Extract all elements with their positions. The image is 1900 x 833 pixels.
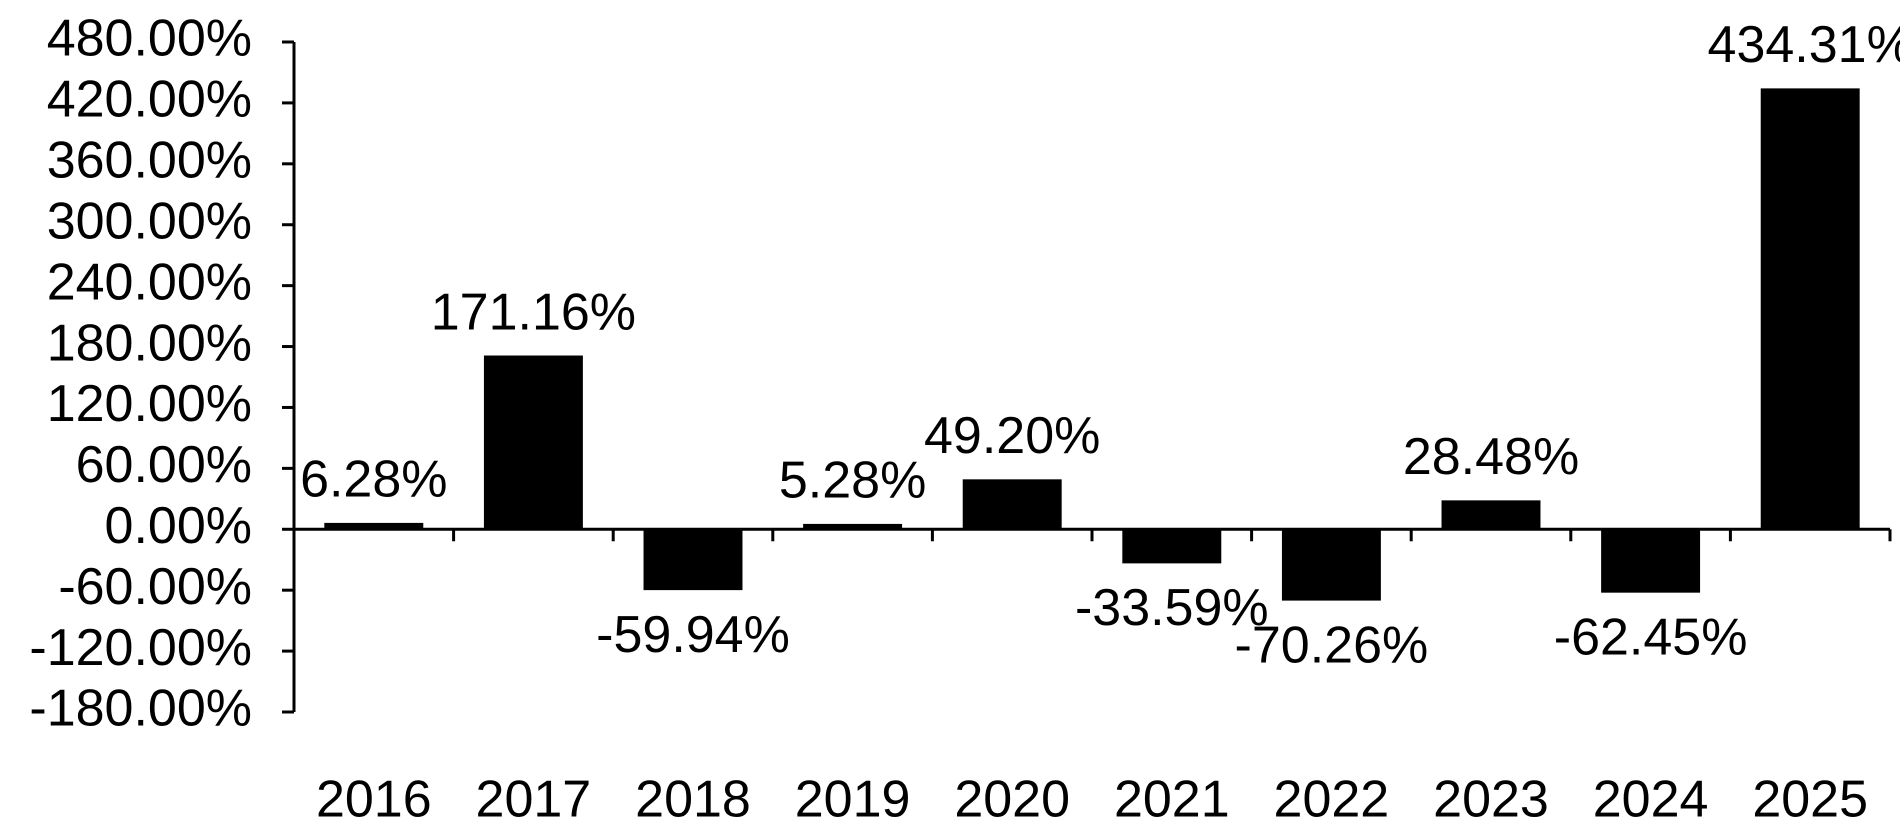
y-tick-label: -60.00%: [58, 558, 252, 616]
y-tick-label: 0.00%: [105, 497, 252, 555]
bar: [483, 355, 583, 530]
x-tick-label: 2020: [954, 771, 1070, 829]
value-label: 434.31%: [1708, 16, 1900, 74]
bar: [962, 479, 1062, 530]
x-tick-label: 2022: [1274, 771, 1390, 829]
bar: [1760, 88, 1860, 530]
x-tick-label: 2016: [316, 771, 432, 829]
value-label: 49.20%: [924, 407, 1100, 465]
value-label: 171.16%: [431, 283, 636, 341]
y-tick-label: 480.00%: [47, 10, 252, 68]
value-label: 28.48%: [1403, 428, 1579, 486]
value-label: -59.94%: [596, 606, 790, 664]
y-tick-label: 300.00%: [47, 192, 252, 250]
bar: [1601, 529, 1701, 593]
value-label: -70.26%: [1235, 616, 1429, 674]
y-tick-label: 360.00%: [47, 132, 252, 190]
x-tick-label: 2019: [795, 771, 911, 829]
value-label: -33.59%: [1075, 579, 1269, 637]
value-label: -62.45%: [1554, 608, 1748, 666]
bar: [324, 522, 424, 530]
y-tick-label: 120.00%: [47, 375, 252, 433]
x-tick-label: 2025: [1752, 771, 1868, 829]
y-tick-label: 240.00%: [47, 253, 252, 311]
y-tick-label: 60.00%: [76, 436, 252, 494]
x-tick-label: 2024: [1593, 771, 1709, 829]
y-tick-label: 420.00%: [47, 71, 252, 129]
x-tick-label: 2017: [476, 771, 592, 829]
bar: [1441, 500, 1541, 530]
x-tick-label: 2023: [1433, 771, 1549, 829]
bar: [643, 529, 743, 591]
bar: [803, 523, 903, 530]
value-label: 5.28%: [779, 452, 926, 510]
bar: [1281, 529, 1381, 601]
bar: [1122, 529, 1222, 564]
value-label: 6.28%: [300, 451, 447, 509]
x-tick-label: 2018: [635, 771, 751, 829]
y-tick-label: -120.00%: [29, 619, 252, 677]
y-tick-label: 180.00%: [47, 314, 252, 372]
y-tick-label: -180.00%: [29, 680, 252, 738]
x-tick-label: 2021: [1114, 771, 1230, 829]
